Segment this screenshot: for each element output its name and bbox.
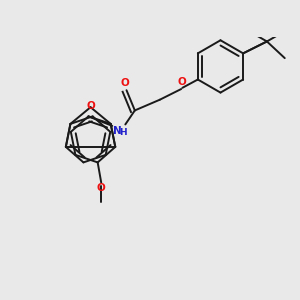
Text: O: O	[121, 78, 130, 88]
Text: O: O	[97, 183, 106, 193]
Text: O: O	[177, 76, 186, 87]
Text: N: N	[113, 127, 122, 136]
Text: H: H	[119, 128, 126, 137]
Text: O: O	[86, 101, 95, 111]
